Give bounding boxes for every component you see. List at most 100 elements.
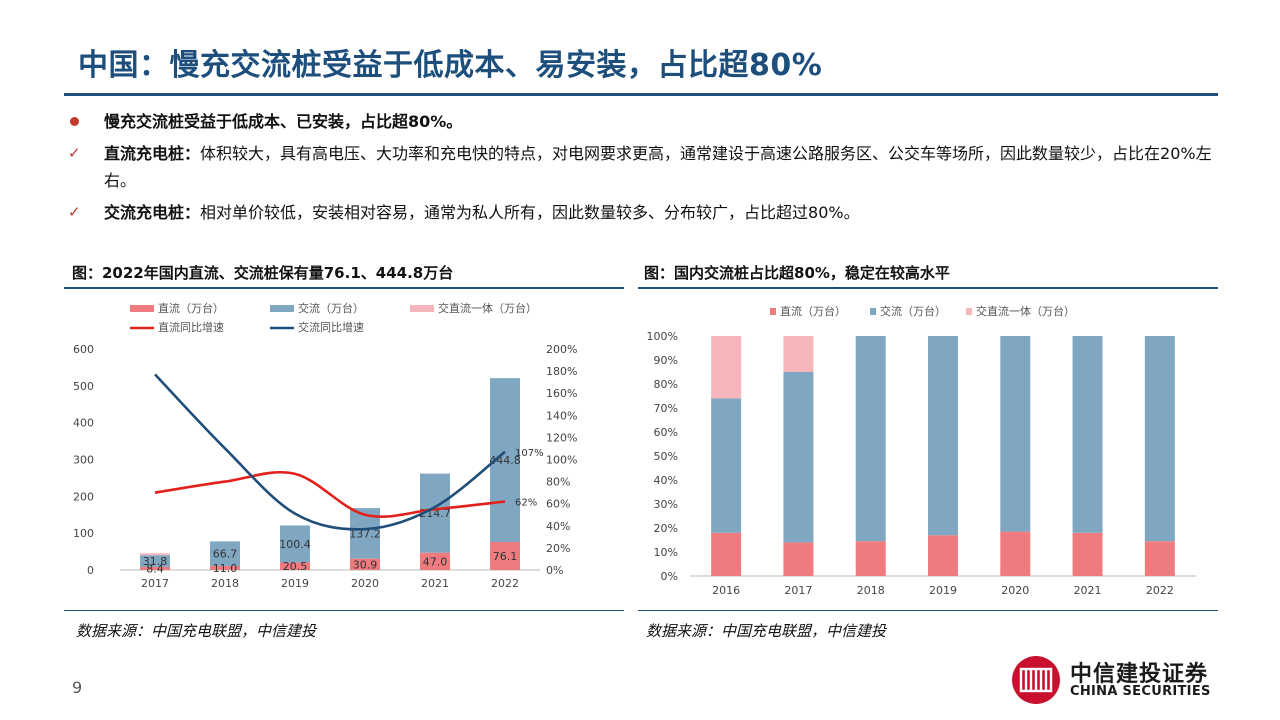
right-bar-ac [855, 336, 886, 542]
left-legend-item: 交流（万台） [270, 301, 364, 315]
right-bar-dc [1144, 541, 1175, 576]
bullet-list: 慢充交流桩受益于低成本、已安装，占比超80%。 ✓ 直流充电桩：体积较大，具有高… [66, 108, 1226, 231]
right-x-tick-label: 2017 [784, 584, 812, 597]
right-y-tick-label: 20% [654, 522, 678, 535]
right-legend-item: 直流（万台） [770, 304, 846, 318]
left-dc-value-label: 8.4 [146, 562, 164, 575]
right-chart-source: 数据来源：中国充电联盟，中信建投 [646, 622, 887, 640]
bullet-ac-text: 相对单价较低，安装相对容易，通常为私人所有，因此数量较多、分布较广，占比超过80… [200, 203, 860, 222]
right-bar-ac [1144, 336, 1175, 542]
bullet-dc-text: 体积较大，具有高电压、大功率和充电快的特点，对电网要求更高，通常建设于高速公路服… [104, 144, 1212, 190]
right-y-tick-label: 30% [654, 498, 678, 511]
svg-text:直流（万台）: 直流（万台） [780, 304, 846, 318]
right-x-tick-label: 2022 [1146, 584, 1174, 597]
left-line-end-label: 107% [515, 448, 544, 459]
dc-growth-line [154, 470, 506, 518]
left-y2-tick-label: 80% [546, 476, 570, 489]
right-y-tick-label: 0% [661, 570, 678, 583]
left-dc-value-label: 30.9 [353, 558, 378, 571]
right-y-tick-label: 80% [654, 378, 678, 391]
right-x-tick-label: 2021 [1074, 584, 1102, 597]
page-number: 9 [72, 678, 83, 697]
bullet-dot-icon [70, 117, 79, 126]
logo-cn-text: 中信建投证券 [1070, 662, 1209, 687]
logo-en-text: CHINA SECURITIES [1070, 684, 1211, 699]
right-chart-title: 图：国内交流桩占比超80%，稳定在较高水平 [644, 264, 950, 282]
left-bar-dc [210, 565, 240, 570]
svg-text:直流（万台）: 直流（万台） [158, 301, 224, 315]
left-bar-dc [140, 566, 170, 570]
check-icon: ✓ [68, 144, 81, 162]
right-bar-combo [783, 336, 814, 372]
svg-text:交直流一体（万台）: 交直流一体（万台） [976, 304, 1075, 318]
right-bar-ac [928, 336, 958, 536]
left-bar-combo [140, 553, 170, 556]
left-y-tick-label: 200 [73, 490, 94, 503]
left-legend-item: 直流（万台） [130, 301, 224, 315]
left-bar-ac [210, 541, 240, 566]
right-y-tick-label: 40% [654, 474, 678, 487]
left-ac-value-label: 137.2 [349, 527, 381, 540]
left-y2-tick-label: 160% [546, 387, 577, 400]
right-bar-dc [1072, 532, 1103, 576]
svg-text:交流（万台）: 交流（万台） [298, 301, 364, 315]
right-legend-item: 交直流一体（万台） [966, 304, 1075, 318]
right-bar-dc [928, 535, 958, 576]
left-x-tick-label: 2018 [211, 577, 239, 590]
right-chart-top-rule [638, 287, 1218, 289]
left-legend-item: 交直流一体（万台） [410, 301, 537, 315]
left-ac-value-label: 66.7 [213, 548, 238, 561]
svg-text:交流同比增速: 交流同比增速 [298, 320, 364, 334]
left-y2-tick-label: 200% [546, 343, 577, 356]
left-x-tick-label: 2020 [351, 577, 379, 590]
left-y-tick-label: 400 [73, 417, 94, 430]
left-chart-source: 数据来源：中国充电联盟，中信建投 [76, 622, 317, 640]
left-y2-tick-label: 180% [546, 365, 577, 378]
bullet-ac-label: 交流充电桩： [104, 203, 201, 222]
left-y-tick-label: 600 [73, 343, 94, 356]
right-bar-dc [711, 532, 742, 576]
left-legend-item: 交流同比增速 [270, 320, 364, 334]
left-dc-value-label: 11.0 [213, 562, 238, 575]
right-bar-ac [783, 372, 814, 543]
bullet-item-summary: 慢充交流桩受益于低成本、已安装，占比超80%。 [66, 108, 1226, 135]
left-bar-dc [490, 541, 520, 570]
right-bar-combo [711, 336, 742, 399]
left-y2-tick-label: 100% [546, 454, 577, 467]
left-ac-value-label: 31.8 [143, 555, 168, 568]
svg-text:交直流一体（万台）: 交直流一体（万台） [438, 301, 537, 315]
left-y2-tick-label: 40% [546, 520, 570, 533]
left-bar-ac [280, 525, 310, 563]
left-dc-value-label: 76.1 [493, 550, 518, 563]
left-y-tick-label: 300 [73, 454, 94, 467]
left-bar-dc [420, 552, 450, 570]
right-chart: 直流（万台） 交流（万台） 交直流一体（万台） 0% 10% 20% 30% 40% 50% 60… [647, 304, 1196, 597]
right-bar-dc [855, 541, 886, 576]
left-x-tick-label: 2022 [491, 577, 519, 590]
right-x-tick-label: 2019 [929, 584, 957, 597]
left-y2-tick-label: 120% [546, 431, 577, 444]
citic-logo-icon [1012, 656, 1060, 704]
right-x-tick-label: 2016 [712, 584, 740, 597]
bullet-dc-label: 直流充电桩： [104, 144, 201, 163]
left-x-tick-label: 2019 [281, 577, 309, 590]
left-chart-bottom-rule [64, 610, 624, 611]
left-chart-title: 图：2022年国内直流、交流桩保有量76.1、444.8万台 [72, 264, 454, 282]
left-chart-top-rule [64, 287, 624, 289]
right-x-tick-label: 2018 [857, 584, 885, 597]
right-legend-item: 交流（万台） [870, 304, 946, 318]
bullet-summary-text: 慢充交流桩受益于低成本、已安装，占比超80%。 [104, 112, 463, 131]
left-y2-tick-label: 0% [546, 564, 563, 577]
left-y2-tick-label: 20% [546, 542, 570, 555]
left-x-tick-label: 2017 [141, 577, 169, 590]
right-y-tick-label: 50% [654, 450, 678, 463]
left-y-tick-label: 0 [87, 564, 94, 577]
right-chart-bottom-rule [638, 610, 1218, 611]
left-y-tick-label: 100 [73, 527, 94, 540]
left-x-tick-label: 2021 [421, 577, 449, 590]
bullet-item-ac: ✓ 交流充电桩：相对单价较低，安装相对容易，通常为私人所有，因此数量较多、分布较… [66, 199, 1226, 226]
left-dc-value-label: 47.0 [423, 555, 448, 568]
left-line-end-label: 62% [515, 497, 537, 508]
left-y-tick-label: 500 [73, 380, 94, 393]
svg-text:交流（万台）: 交流（万台） [880, 304, 946, 318]
